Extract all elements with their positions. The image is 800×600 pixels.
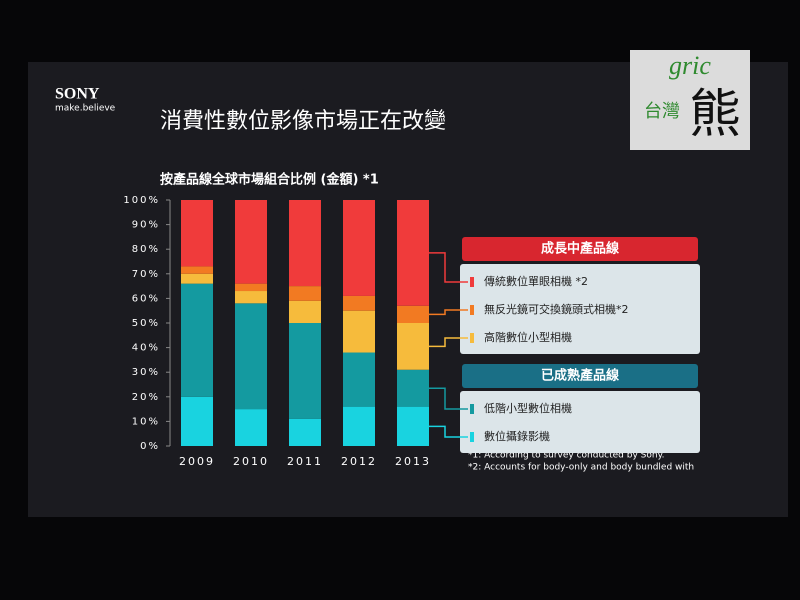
- connector: [429, 252, 468, 283]
- bar-segment: [289, 323, 321, 419]
- connector: [429, 337, 468, 348]
- legend-header-text: 成長中產品線: [541, 241, 620, 257]
- watermark-box: [630, 50, 750, 150]
- y-tick-label: 60%: [132, 293, 160, 304]
- y-tick-label: 30%: [132, 367, 160, 378]
- legend-header: [462, 237, 698, 261]
- bar-segment: [289, 418, 321, 446]
- bar-segment: [181, 283, 213, 397]
- bar-segment: [181, 273, 213, 284]
- legend-swatch: [470, 333, 474, 343]
- bar-segment: [181, 396, 213, 446]
- connector: [429, 425, 468, 438]
- chart-subtitle: 按產品線全球市場組合比例 (金額) *1: [160, 172, 379, 188]
- bar-segment: [235, 200, 267, 284]
- tagline: make.believe: [55, 104, 116, 114]
- footnote: *2: Accounts for body-only and body bund…: [468, 463, 694, 473]
- bar-segment: [289, 286, 321, 301]
- bar-segment: [397, 305, 429, 323]
- bar-segment: [289, 300, 321, 323]
- x-tick-label: 2011: [287, 455, 323, 468]
- bar-segment: [343, 310, 375, 353]
- bar-segment: [397, 369, 429, 407]
- y-tick-label: 100%: [123, 195, 160, 206]
- bar-segment: [343, 200, 375, 296]
- connector: [429, 387, 468, 410]
- y-tick-label: 70%: [132, 269, 160, 280]
- legend-label: 高階數位小型相機: [484, 330, 572, 344]
- legend-header-text: 已成熟產品線: [541, 368, 620, 384]
- bar-segment: [397, 406, 429, 446]
- y-tick-label: 50%: [132, 318, 160, 329]
- bar-segment: [235, 283, 267, 292]
- y-tick-label: 0%: [140, 441, 160, 452]
- connector: [429, 309, 468, 316]
- bar-segment: [181, 200, 213, 267]
- bar-segment: [397, 200, 429, 306]
- legend-label: 傳統數位單眼相機 *2: [484, 274, 588, 288]
- brand: SONY: [55, 86, 100, 103]
- legend-panel: [460, 264, 700, 354]
- legend-swatch: [470, 432, 474, 442]
- footnote: *1: According to survey conducted by Son…: [468, 451, 664, 461]
- legend-swatch: [470, 404, 474, 414]
- x-tick-label: 2010: [233, 455, 269, 468]
- y-tick-label: 40%: [132, 343, 160, 354]
- x-tick-label: 2012: [341, 455, 377, 468]
- legend-swatch: [470, 305, 474, 315]
- bar-segment: [235, 409, 267, 446]
- y-tick-label: 10%: [132, 416, 160, 427]
- bar-segment: [235, 303, 267, 410]
- bar-segment: [181, 266, 213, 274]
- bar-segment: [343, 406, 375, 446]
- y-tick-label: 20%: [132, 392, 160, 403]
- watermark-latin: gric: [669, 51, 711, 80]
- legend-swatch: [470, 277, 474, 287]
- bar-segment: [343, 352, 375, 407]
- bar-segment: [397, 323, 429, 370]
- bar-segment: [343, 295, 375, 311]
- y-tick-label: 80%: [132, 244, 160, 255]
- watermark-place: 台灣: [644, 101, 680, 122]
- x-tick-label: 2009: [179, 455, 215, 468]
- legend-panel: [460, 391, 700, 453]
- bar-segment: [289, 200, 321, 287]
- legend-label: 數位攝錄影機: [484, 429, 550, 443]
- watermark-glyph: 熊: [689, 85, 741, 145]
- x-tick-label: 2013: [395, 455, 431, 468]
- y-tick-label: 90%: [132, 220, 160, 231]
- legend-label: 無反光鏡可交換鏡頭式相機*2: [484, 302, 629, 316]
- chart-title: 消費性數位影像市場正在改變: [160, 109, 446, 134]
- legend-label: 低階小型數位相機: [484, 401, 572, 415]
- legend-header: [462, 364, 698, 388]
- bar-segment: [235, 291, 267, 304]
